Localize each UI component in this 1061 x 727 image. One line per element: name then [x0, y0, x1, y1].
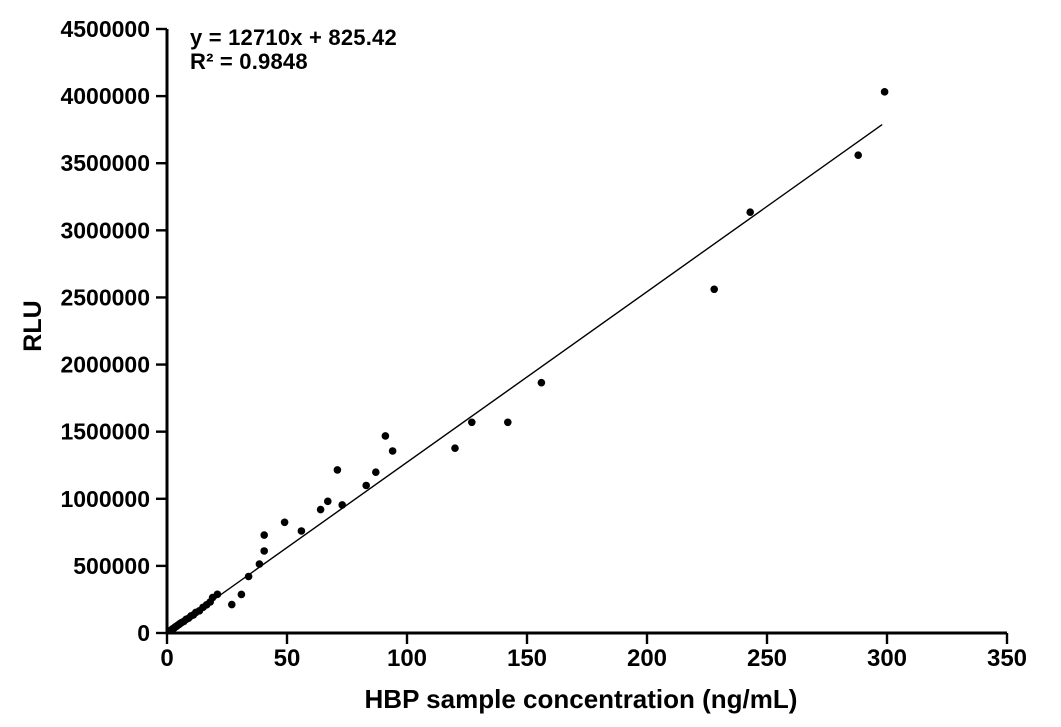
data-point: [316, 505, 325, 514]
x-tick-label: 300: [867, 645, 907, 672]
data-point: [854, 151, 862, 159]
data-point: [260, 531, 269, 539]
data-point: [451, 444, 459, 452]
data-point: [880, 88, 889, 96]
y-tick-label: 1500000: [60, 419, 150, 445]
x-tick-label: 150: [507, 645, 547, 672]
y-tick-label: 2500000: [60, 284, 150, 310]
data-point: [213, 590, 222, 599]
data-point: [710, 285, 718, 294]
data-point: [333, 466, 342, 474]
data-point: [537, 378, 546, 387]
regression-line: [168, 123, 883, 632]
data-point: [381, 432, 390, 440]
r-squared-text: R² = 0.9848: [190, 49, 308, 74]
y-tick-label: 3500000: [60, 150, 150, 176]
data-point: [237, 590, 246, 599]
data-point: [468, 418, 476, 427]
x-tick-label: 0: [160, 645, 173, 672]
data-point: [362, 481, 371, 490]
data-point: [260, 547, 269, 555]
x-tick-label: 200: [627, 645, 667, 672]
x-axis-title: HBP sample concentration (ng/mL): [364, 684, 798, 714]
data-point: [338, 501, 347, 509]
x-tick-label: 50: [274, 645, 301, 672]
data-point: [504, 418, 512, 427]
data-point: [746, 208, 754, 217]
y-tick-label: 0: [137, 620, 150, 646]
data-point: [388, 447, 397, 455]
data-point: [297, 527, 306, 535]
y-axis-title: RLU: [19, 300, 47, 352]
y-tick-label: 3000000: [60, 217, 150, 243]
y-tick-label: 4000000: [60, 83, 150, 109]
data-point: [372, 468, 380, 477]
data-point: [244, 572, 253, 581]
regression-annotation: y = 12710x + 825.42 R² = 0.9848: [190, 26, 397, 74]
data-point: [280, 518, 289, 527]
y-tick-label: 1000000: [60, 486, 150, 512]
y-tick-label: 4500000: [60, 16, 150, 42]
x-tick-label: 350: [987, 645, 1027, 672]
equation-text: y = 12710x + 825.42: [190, 25, 397, 50]
y-tick-label: 2000000: [60, 352, 150, 378]
data-point: [324, 497, 332, 506]
x-tick-label: 100: [387, 645, 427, 672]
data-point: [255, 560, 264, 568]
y-tick-label: 500000: [73, 553, 150, 579]
x-tick-label: 250: [747, 645, 787, 672]
data-point: [228, 600, 236, 609]
